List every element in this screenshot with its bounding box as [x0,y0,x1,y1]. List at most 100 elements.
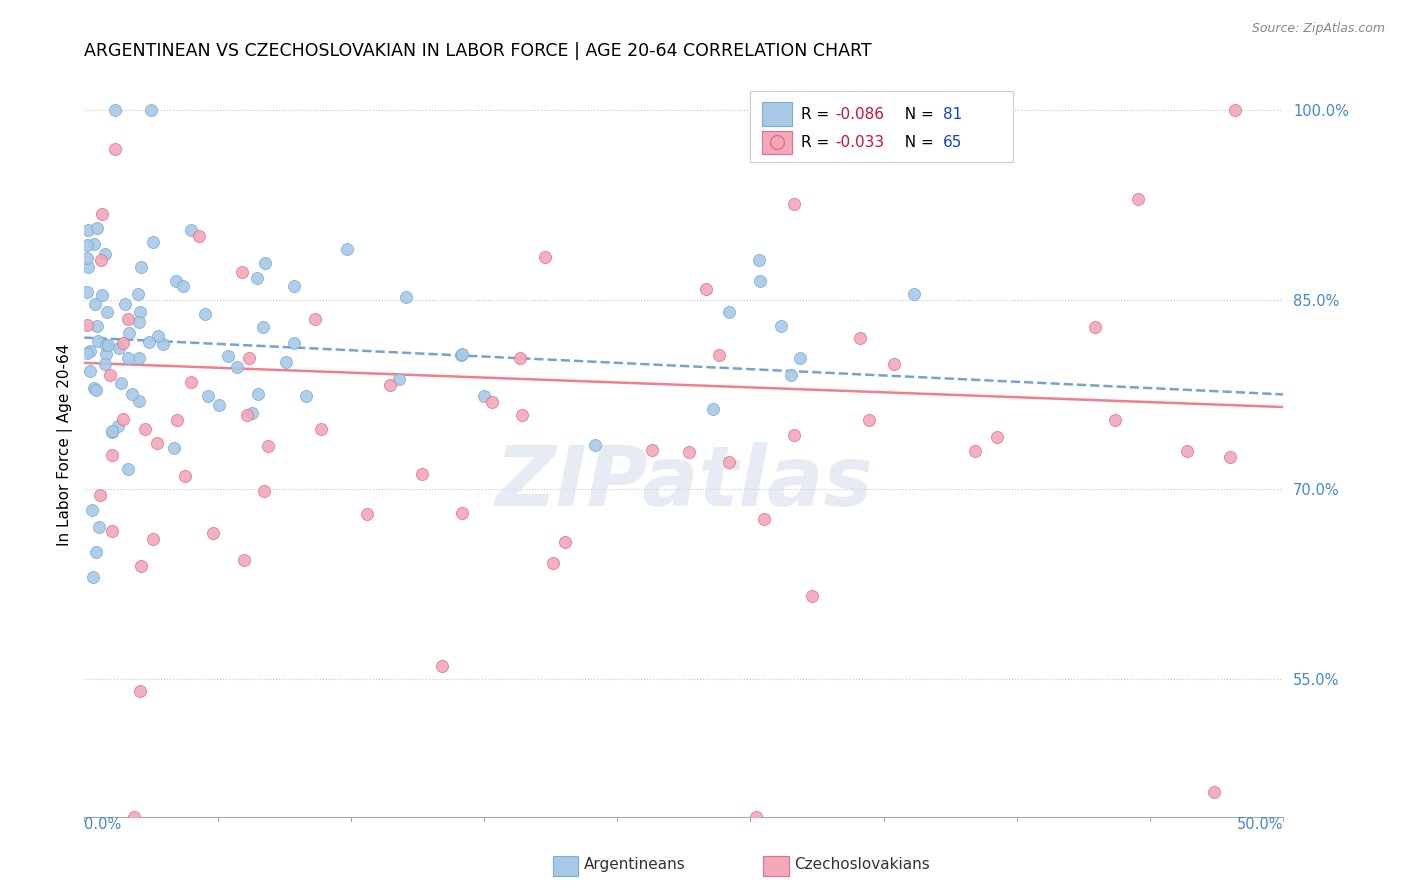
Point [79,364,101,378]
Point [583,438,606,452]
Text: ZIPatlas: ZIPatlas [495,442,873,523]
Point [138,334,160,349]
Point [378,377,401,392]
Point [76,285,98,299]
Point [304,311,326,326]
Point [166,413,188,427]
Text: -0.033: -0.033 [835,135,884,150]
Point [86,545,108,559]
Point [107,419,129,434]
Point [554,534,576,549]
Point [336,242,359,256]
Point [86,334,108,348]
Point [94,247,117,261]
Point [707,348,730,362]
Point [748,274,770,288]
Point [134,421,156,435]
Point [986,429,1008,443]
Point [194,307,217,321]
Point [509,351,531,366]
Text: N =: N = [894,107,938,121]
Point [903,287,925,301]
Y-axis label: In Labor Force | Age 20-64: In Labor Force | Age 20-64 [58,343,73,546]
Point [283,335,305,350]
Point [86,318,108,333]
Point [94,357,117,371]
Point [101,425,124,439]
Point [309,422,332,436]
Point [294,389,316,403]
Point [231,265,253,279]
Point [202,525,225,540]
Point [128,351,150,365]
Point [1202,785,1225,799]
Text: N =: N = [894,135,938,150]
Point [91,288,114,302]
Point [510,408,533,422]
Point [142,235,165,249]
Point [226,360,249,375]
Point [129,304,152,318]
Point [233,553,256,567]
Point [90,252,112,267]
Point [121,387,143,401]
Point [965,444,987,458]
Point [82,570,104,584]
Point [131,559,153,574]
Point [84,297,107,311]
Point [276,355,298,369]
Point [112,335,135,350]
FancyBboxPatch shape [762,130,792,154]
Point [122,810,145,824]
Point [253,256,276,270]
Point [100,448,122,462]
Point [411,467,433,481]
Point [253,483,276,498]
Point [242,406,264,420]
Point [76,237,98,252]
Text: 65: 65 [943,135,962,150]
Point [678,444,700,458]
Point [146,436,169,450]
Point [883,358,905,372]
Point [356,508,378,522]
Point [541,556,564,570]
Point [472,389,495,403]
Point [763,147,786,161]
Point [534,250,557,264]
Point [79,343,101,358]
Text: 50.0%: 50.0% [1237,817,1284,832]
Point [146,329,169,343]
Point [236,409,259,423]
Point [104,103,127,118]
Point [117,351,139,365]
Point [257,439,280,453]
Point [128,315,150,329]
Point [246,271,269,285]
Point [858,413,880,427]
Point [108,341,131,355]
Point [83,236,105,251]
Text: R =: R = [801,107,834,121]
Point [100,424,122,438]
Point [127,287,149,301]
Point [90,823,112,838]
Point [702,401,724,416]
Point [1225,103,1247,118]
Point [166,274,188,288]
Point [90,207,112,221]
Point [76,251,98,265]
Point [86,221,108,235]
Point [96,305,118,319]
Point [849,331,872,345]
Point [450,348,472,362]
Point [180,375,202,389]
Point [187,229,209,244]
Point [77,260,100,275]
Point [238,351,260,365]
Text: ARGENTINEAN VS CZECHOSLOVAKIAN IN LABOR FORCE | AGE 20-64 CORRELATION CHART: ARGENTINEAN VS CZECHOSLOVAKIAN IN LABOR … [84,42,872,60]
Point [1175,443,1198,458]
Point [252,319,274,334]
Point [118,326,141,340]
Point [717,455,740,469]
